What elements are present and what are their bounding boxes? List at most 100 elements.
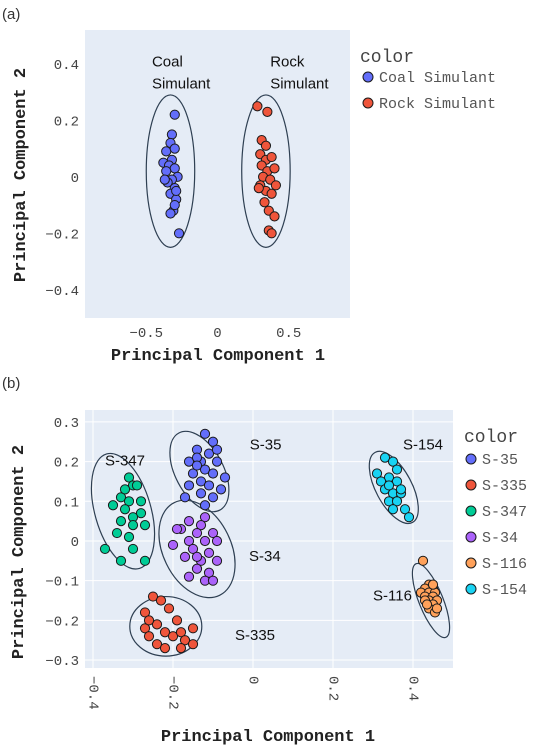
y-tick-label: −0.2	[45, 614, 79, 630]
y-tick-label: −0.4	[45, 284, 79, 300]
data-point-rock-simulant	[260, 140, 272, 151]
cluster-annotation: S-335	[235, 627, 275, 644]
cluster-ellipse	[129, 595, 203, 657]
y-tick-label: −0.3	[45, 654, 79, 670]
data-point-s-35	[211, 456, 223, 467]
data-point-s-335	[187, 623, 199, 634]
panel-a-ellipses	[145, 94, 291, 249]
data-point-s-347	[119, 504, 131, 515]
y-tick-label: 0.3	[54, 416, 79, 432]
panel-b-x-ticks: −0.4 −0.2 0 0.2 0.4	[84, 676, 420, 710]
legend-swatch	[465, 531, 477, 543]
panel-b-ellipses	[90, 430, 451, 657]
y-tick-label: 0.1	[54, 495, 79, 511]
data-point-s-347	[123, 472, 135, 483]
data-point-rock-simulant	[253, 183, 264, 194]
y-tick-label: 0.4	[54, 58, 79, 74]
data-point-s-154	[371, 468, 383, 479]
legend-swatch	[465, 583, 477, 595]
panel-a-plot-area	[85, 30, 350, 318]
data-point-s-154	[383, 480, 395, 491]
data-point-coal-simulant	[161, 146, 172, 157]
data-point-s-35	[187, 468, 199, 479]
data-point-s-34	[179, 551, 191, 562]
data-point-rock-simulant	[269, 211, 280, 222]
y-tick-label: −0.2	[45, 227, 79, 243]
legend-swatch	[362, 97, 374, 109]
data-point-s-347	[107, 500, 119, 511]
data-point-s-34	[207, 575, 219, 586]
data-point-s-35	[183, 480, 195, 491]
data-point-coal-simulant	[159, 174, 170, 185]
data-point-s-154	[387, 504, 399, 515]
data-point-s-34	[199, 535, 211, 547]
data-point-rock-simulant	[252, 101, 263, 112]
data-point-s-347	[115, 516, 127, 527]
data-point-s-347	[115, 555, 127, 566]
data-point-s-335	[143, 631, 155, 642]
x-tick-label: 0	[244, 676, 260, 684]
data-point-coal-simulant	[165, 208, 176, 219]
data-point-s-335	[147, 591, 159, 602]
data-point-s-154	[379, 452, 391, 463]
legend-label: Rock Simulant	[379, 96, 496, 113]
data-point-s-34	[199, 512, 211, 523]
cluster-ellipse	[158, 499, 236, 599]
data-point-s-34	[191, 563, 203, 574]
data-point-s-35	[179, 492, 191, 503]
data-point-s-154	[403, 512, 415, 523]
data-point-s-34	[203, 567, 215, 578]
panel-b-legend-title: color	[464, 428, 518, 448]
data-point-s-347	[139, 520, 151, 531]
cluster-ellipse	[411, 562, 451, 639]
data-point-s-34	[183, 535, 195, 547]
data-point-rock-simulant	[266, 228, 277, 239]
data-point-rock-simulant	[270, 180, 282, 191]
data-point-s-34	[195, 520, 207, 531]
data-point-rock-simulant	[269, 163, 280, 174]
legend-label: S-35	[482, 452, 518, 469]
data-point-s-347	[115, 492, 127, 503]
y-tick-label: 0	[71, 535, 79, 551]
data-point-s-34	[171, 523, 183, 535]
data-point-rock-simulant	[266, 151, 277, 163]
x-tick-label: 0.2	[324, 676, 340, 701]
data-point-rock-simulant	[266, 188, 277, 199]
panel-b-y-axis-title: Principal Component 2	[10, 445, 29, 659]
panel-a-x-ticks: −0.5 0 0.5	[129, 326, 301, 342]
data-point-s-335	[159, 627, 171, 638]
cluster-ellipse	[145, 94, 196, 249]
panel-b-points	[99, 428, 443, 654]
legend-swatch	[465, 505, 477, 517]
data-point-s-116	[427, 579, 439, 590]
data-point-s-34	[191, 527, 203, 539]
data-point-rock-simulant	[262, 106, 273, 117]
panel-b-annotations: S-35 S-154 S-347 S-34 S-116 S-335	[105, 437, 443, 645]
panel-a-points	[158, 101, 282, 239]
data-point-s-335	[187, 639, 199, 650]
x-tick-label: 0.5	[276, 326, 301, 342]
data-point-rock-simulant	[259, 197, 270, 208]
data-point-s-154	[399, 504, 411, 515]
y-tick-label: −0.1	[45, 575, 79, 591]
data-point-coal-simulant	[169, 199, 180, 211]
data-point-s-34	[183, 516, 195, 527]
data-point-s-347	[127, 520, 139, 531]
data-point-s-154	[391, 464, 403, 475]
data-point-s-335	[175, 627, 187, 638]
data-point-s-116	[431, 603, 443, 614]
cluster-annotation: S-154	[403, 437, 443, 454]
data-point-s-347	[123, 531, 135, 543]
legend-label: Coal Simulant	[379, 70, 496, 87]
panel-b-label: (b)	[2, 375, 20, 392]
data-point-s-335	[151, 639, 163, 650]
panel-a-y-ticks: 0.4 0.2 0 −0.2 −0.4	[45, 58, 79, 300]
data-point-s-347	[135, 496, 147, 507]
y-tick-label: 0.2	[54, 114, 79, 130]
data-point-s-347	[99, 543, 111, 555]
panel-a-annotations: Coal Simulant Rock Simulant	[152, 54, 329, 93]
data-point-s-35	[219, 472, 231, 483]
legend-label: S-34	[482, 530, 518, 547]
cluster-annotation: S-34	[249, 548, 281, 565]
